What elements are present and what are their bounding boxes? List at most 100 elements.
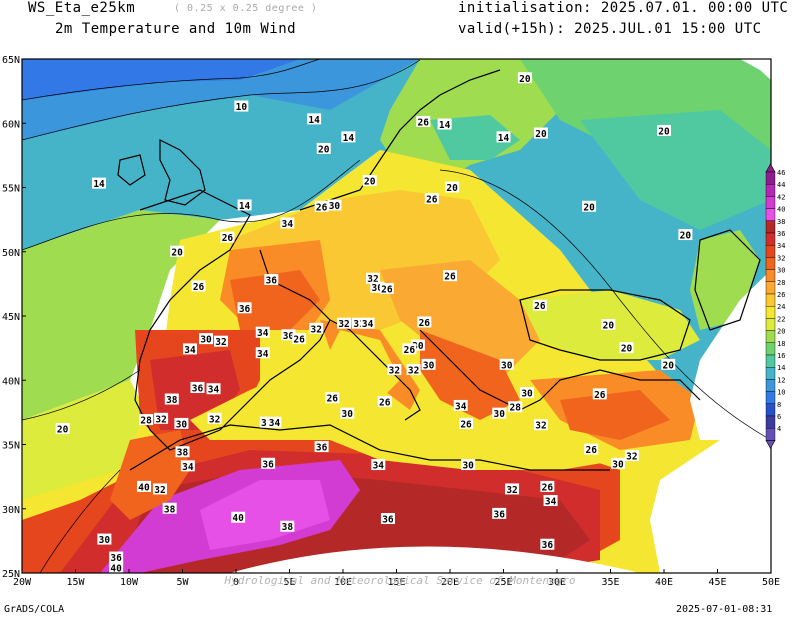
svg-text:32: 32: [506, 485, 517, 496]
contour-label: 34: [280, 217, 295, 230]
lon-label: 35E: [601, 577, 619, 588]
contour-label: 34: [255, 347, 270, 360]
contour-label: 28: [139, 414, 154, 427]
svg-text:26: 26: [534, 301, 546, 312]
svg-text:32: 32: [155, 414, 166, 425]
svg-text:30: 30: [283, 331, 295, 342]
colorbar-swatch: [765, 183, 776, 197]
contour-label: 10: [234, 100, 249, 113]
watermark-text: Hydrological and Meteorological Service …: [224, 574, 576, 587]
svg-text:14: 14: [343, 133, 355, 144]
contour-label: 34: [182, 343, 197, 356]
colorbar-swatch: [765, 354, 776, 368]
svg-text:34: 34: [257, 328, 269, 339]
svg-text:20: 20: [171, 247, 183, 258]
svg-text:30: 30: [329, 201, 341, 212]
svg-text:20: 20: [57, 425, 69, 436]
contour-label: 26: [424, 193, 439, 206]
svg-text:31: 31: [353, 319, 365, 330]
colorbar-level: 46: [777, 169, 785, 177]
contour-label: 34: [360, 317, 375, 330]
svg-text:38: 38: [177, 448, 189, 459]
lon-label: 45E: [708, 577, 726, 588]
svg-text:14: 14: [239, 201, 251, 212]
contour-label: 20: [619, 342, 634, 355]
colorbar-swatch: [765, 171, 776, 185]
svg-text:36: 36: [316, 443, 328, 454]
colorbar-level: 8: [777, 401, 781, 409]
svg-text:36: 36: [493, 509, 505, 520]
lat-label: 45N: [2, 312, 20, 323]
colorbar-level: 18: [777, 340, 785, 348]
colorbar-swatch: [765, 244, 776, 258]
contour-label: 20: [601, 318, 616, 331]
contour-label: 20: [657, 124, 671, 137]
contour-label: 26: [314, 200, 329, 213]
lat-label: 25N: [2, 569, 20, 580]
svg-text:20: 20: [658, 126, 670, 137]
contour-label: 3: [259, 416, 268, 429]
lat-label: 50N: [2, 248, 20, 259]
contour-label: 40: [231, 511, 246, 524]
domain-edge-east2: [650, 440, 771, 573]
contour-label: 20: [362, 175, 377, 188]
colorbar-swatch: [765, 257, 776, 270]
contour-label: 34: [543, 495, 558, 508]
band-morocco-red: [110, 430, 190, 520]
contour-label: 32: [365, 272, 380, 285]
svg-text:20: 20: [535, 129, 547, 140]
svg-text:34: 34: [282, 219, 294, 230]
svg-text:26: 26: [460, 419, 472, 430]
band-atlantic-green: [22, 210, 220, 420]
colorbar: 46 44 42 40 38 36 34 32 30 28 26 24 22 20 18 16 14 12 10 8 6…: [765, 163, 785, 450]
contour-label: 31: [352, 317, 367, 330]
lon-label: 20W: [13, 577, 32, 588]
svg-text:28: 28: [510, 403, 522, 414]
contour-label: 26: [459, 417, 474, 430]
contour-label: 30: [421, 358, 436, 371]
contour-label: 32: [406, 363, 421, 376]
svg-text:26: 26: [404, 345, 416, 356]
domain-edge-ne: [740, 59, 771, 80]
contour-label: 26: [532, 299, 547, 312]
svg-text:34: 34: [184, 345, 196, 356]
contour-label: 40: [109, 561, 124, 574]
svg-text:32: 32: [215, 337, 226, 348]
colorbar-level: 28: [777, 279, 785, 287]
svg-text:38: 38: [282, 522, 294, 533]
svg-text:30: 30: [99, 535, 111, 546]
contour-label: 36: [237, 302, 252, 315]
svg-text:30: 30: [462, 461, 474, 472]
isotherms: [22, 59, 771, 573]
contour-label: 32: [207, 412, 222, 425]
contour-label: 34: [180, 460, 195, 473]
svg-text:32: 32: [389, 365, 400, 376]
colorbar-swatch: [765, 196, 776, 209]
colorbar-level: 42: [777, 193, 785, 201]
svg-text:34: 34: [269, 418, 281, 429]
coastlines: [117, 69, 761, 471]
svg-text:20: 20: [680, 231, 692, 242]
contour-label: 20: [661, 358, 676, 371]
svg-text:34: 34: [208, 385, 220, 396]
colorbar-level: 44: [777, 181, 785, 189]
contour-label: 30: [461, 459, 476, 472]
contour-label: 36: [492, 507, 507, 520]
contour-label: 30: [610, 457, 625, 470]
contour-label: 26: [402, 343, 417, 356]
contour-label: 36: [380, 513, 395, 526]
contour-label: 26: [325, 392, 340, 405]
contour-label: 32: [154, 412, 169, 425]
svg-text:26: 26: [426, 195, 438, 206]
svg-text:14: 14: [93, 179, 105, 190]
contour-label: 30: [410, 339, 425, 352]
colorbar-level: 20: [777, 328, 785, 336]
lon-label: 5W: [176, 577, 189, 588]
contour-label: 20: [445, 181, 460, 194]
band-anatolia-red: [560, 390, 670, 440]
svg-text:32: 32: [154, 485, 165, 496]
contour-label: 34: [453, 399, 468, 412]
colorbar-swatch: [765, 367, 776, 380]
contour-label: 32: [337, 317, 352, 330]
